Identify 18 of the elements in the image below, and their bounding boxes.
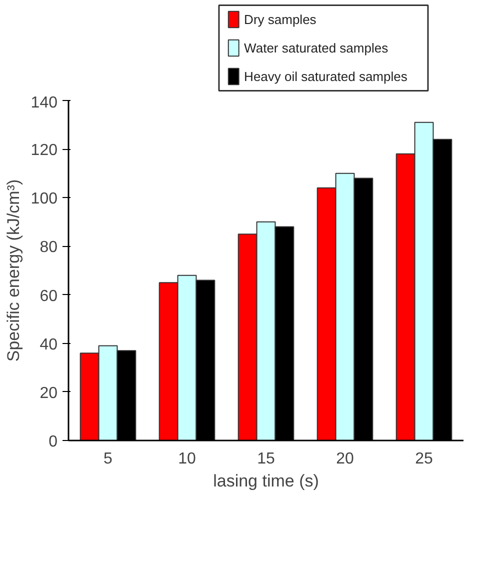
x-tick-label: 15 [257, 450, 275, 468]
x-tick-label: 25 [415, 450, 433, 468]
y-tick-label: 0 [48, 434, 58, 450]
y-tick-label: 100 [30, 190, 58, 208]
y-tick-label: 40 [40, 336, 58, 354]
x-tick-label: 10 [178, 450, 196, 468]
legend-label: Water saturated samples [244, 40, 389, 56]
legend-label: Heavy oil saturated samples [244, 69, 408, 84]
x-tick-label: 5 [104, 450, 113, 468]
y-tick-label: 120 [30, 142, 58, 160]
y-axis-title: Specific energy (kJ/cm³) [4, 179, 23, 362]
y-tick-label: 140 [30, 94, 58, 112]
y-tick-label: 60 [40, 288, 58, 305]
x-tick-label: 20 [336, 450, 354, 468]
legend-label: Dry samples [244, 12, 317, 27]
y-tick-label: 80 [40, 239, 58, 256]
y-tick-label: 20 [40, 384, 58, 402]
x-axis-title: lasing time (s) [213, 472, 319, 490]
